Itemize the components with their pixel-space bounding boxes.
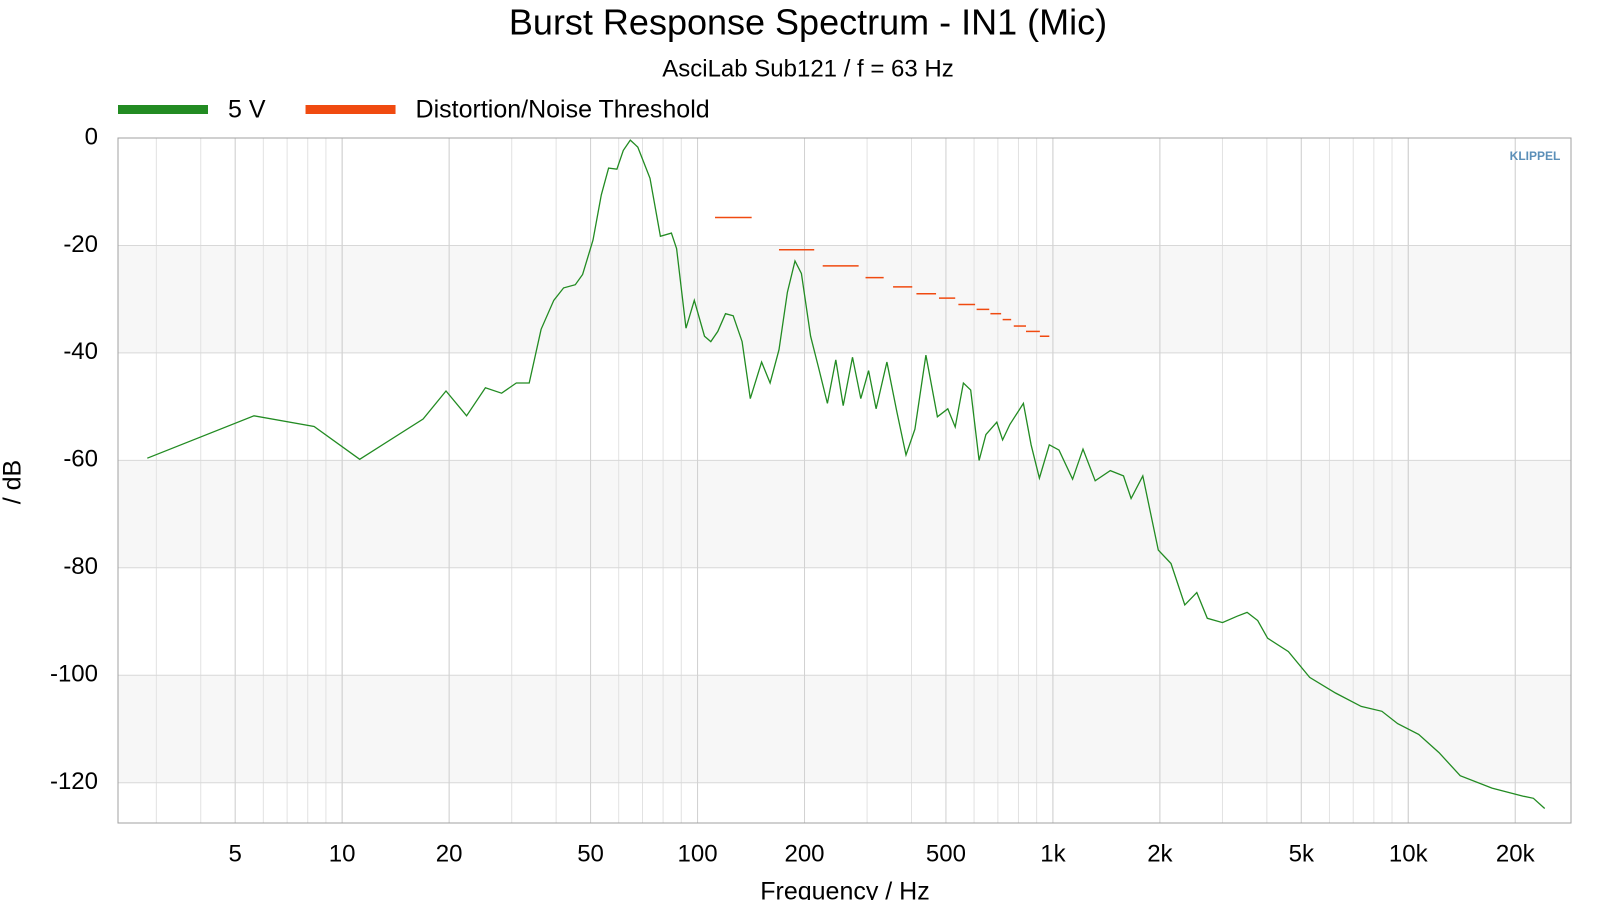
x-tick-label: 20 [436, 840, 463, 867]
chart-title: Burst Response Spectrum - IN1 (Mic) [509, 2, 1107, 43]
x-tick-label: 5k [1289, 840, 1315, 867]
y-tick-label: -80 [63, 553, 98, 580]
x-tick-label: 100 [678, 840, 718, 867]
x-tick-label: 1k [1040, 840, 1066, 867]
grid-band [118, 245, 1571, 353]
grid-band [118, 675, 1571, 783]
x-tick-label: 10 [329, 840, 356, 867]
y-axis-label: / dB [0, 460, 27, 504]
legend-label: Distortion/Noise Threshold [416, 96, 710, 124]
x-tick-label: 10k [1389, 840, 1429, 867]
y-tick-label: -40 [63, 338, 98, 365]
x-tick-label: 500 [926, 840, 966, 867]
x-axis-label: Frequency / Hz [760, 878, 930, 900]
y-tick-label: 0 [85, 123, 98, 150]
chart-subtitle: AsciLab Sub121 / f = 63 Hz [662, 55, 954, 82]
x-tick-label: 200 [784, 840, 824, 867]
legend-swatch [305, 105, 396, 114]
legend-swatch [118, 105, 208, 114]
legend-label: 5 V [228, 96, 266, 124]
logo: KLIPPEL [1510, 149, 1561, 163]
grid-band [118, 460, 1571, 568]
x-tick-label: 2k [1147, 840, 1173, 867]
y-tick-label: -120 [50, 768, 98, 795]
plot-frame [117, 137, 1572, 824]
y-tick-label: -60 [63, 446, 98, 473]
x-tick-label: 50 [577, 840, 604, 867]
x-tick-label: 5 [229, 840, 242, 867]
x-tick-label: 20k [1496, 840, 1536, 867]
y-tick-label: -100 [50, 661, 98, 688]
y-tick-label: -20 [63, 231, 98, 258]
data-line [147, 139, 1546, 809]
